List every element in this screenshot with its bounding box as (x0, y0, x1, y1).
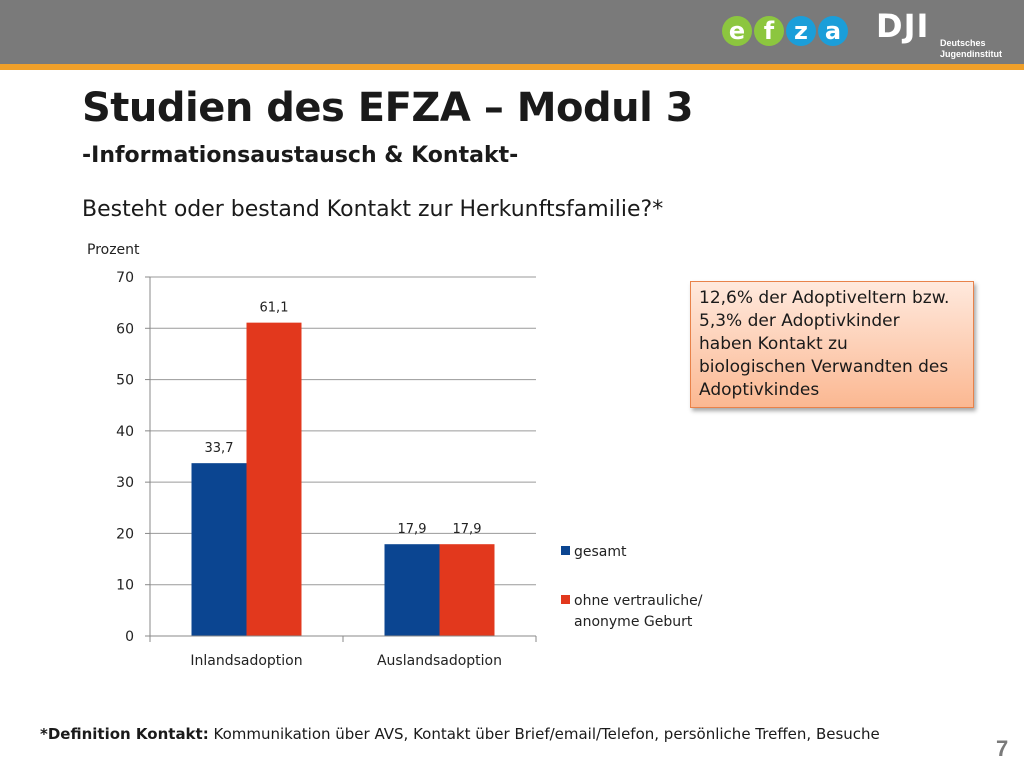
legend-label: gesamt (574, 544, 627, 560)
header-accent-line (0, 64, 1024, 70)
efza-logo-letter: f (754, 16, 784, 46)
bar-chart: Prozent 33,7 61,1 17,9 17,9 0 10 20 30 40 50 60 70… (87, 242, 703, 669)
bar (246, 322, 302, 636)
bars: 33,7 61,1 17,9 17,9 (191, 301, 495, 636)
y-tick-label: 30 (116, 475, 134, 491)
bar (439, 544, 495, 636)
x-tick-label: Auslandsadoption (377, 653, 502, 669)
dji-logo-text: Deutsches Jugendinstitut (940, 38, 1002, 60)
data-label: 17,9 (398, 522, 427, 537)
slide-question: Besteht oder bestand Kontakt zur Herkunf… (82, 197, 664, 222)
footnote-text: Kommunikation über AVS, Kontakt über Bri… (208, 725, 880, 743)
y-tick-label: 40 (116, 424, 134, 440)
slide-subtitle: -Informationsaustausch & Kontakt- (82, 143, 519, 168)
y-tick-label: 50 (116, 373, 134, 389)
legend-swatch (561, 546, 570, 555)
slide-title: Studien des EFZA – Modul 3 (82, 85, 694, 131)
info-callout: 12,6% der Adoptiveltern bzw. 5,3% der Ad… (690, 281, 974, 408)
x-tick-label: Inlandsadoption (190, 653, 302, 669)
efza-logo-letter: e (722, 16, 752, 46)
data-label: 61,1 (260, 301, 289, 316)
legend-swatch (561, 595, 570, 604)
dji-logo: DJI Deutsches Jugendinstitut (876, 8, 1016, 60)
efza-logo-letter: z (786, 16, 816, 46)
dji-logo-mark: DJI (876, 7, 930, 45)
header-bar (0, 0, 1024, 64)
efza-logo-letter: a (818, 16, 848, 46)
axes: 0 10 20 30 40 50 60 70 Inlandsadoption Auslandsad… (116, 270, 537, 669)
legend-label: ohne vertrauliche/anonyme Geburt (574, 593, 703, 630)
y-axis-label: Prozent (87, 242, 140, 258)
y-tick-label: 60 (116, 321, 134, 337)
efza-logo: e f z a (722, 16, 848, 56)
y-tick-label: 0 (125, 629, 134, 645)
dji-logo-line: Jugendinstitut (940, 49, 1002, 59)
data-label: 33,7 (205, 441, 234, 456)
y-tick-label: 10 (116, 578, 134, 594)
legend: gesamt ohne vertrauliche/anonyme Geburt (561, 544, 703, 630)
bar (191, 463, 247, 636)
y-tick-label: 70 (116, 270, 134, 286)
y-tick-label: 20 (116, 526, 134, 542)
dji-logo-line: Deutsches (940, 38, 986, 48)
footnote: *Definition Kontakt: Kommunikation über … (40, 724, 880, 744)
page-number: 7 (996, 736, 1009, 761)
data-label: 17,9 (453, 522, 482, 537)
bar (384, 544, 440, 636)
footnote-label: *Definition Kontakt: (40, 725, 209, 743)
